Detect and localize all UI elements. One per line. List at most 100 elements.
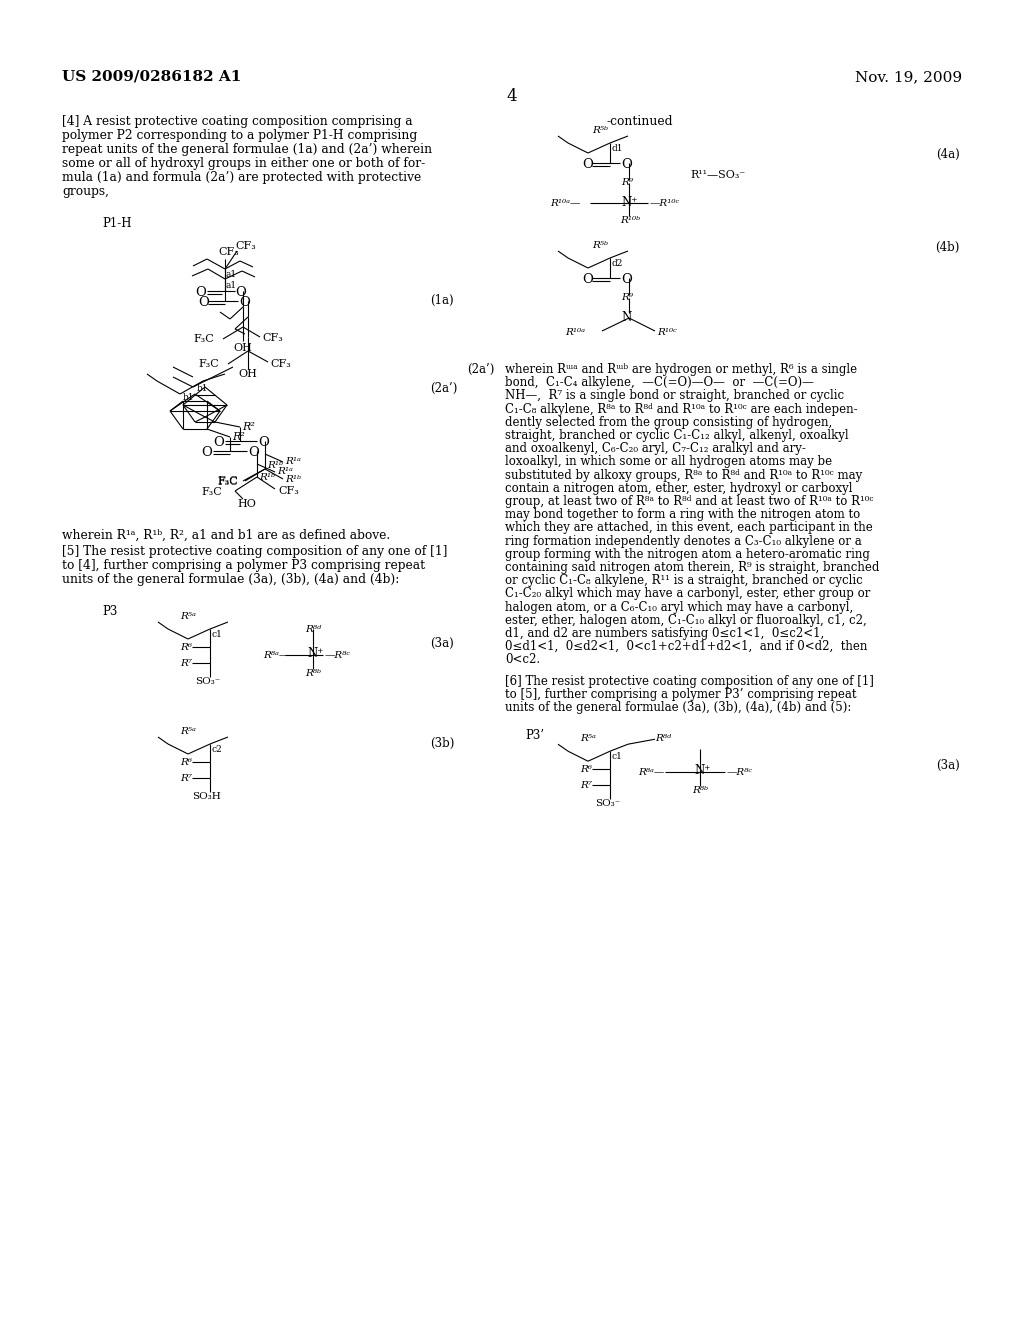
Text: (3b): (3b) [430, 737, 455, 750]
Text: N⁺: N⁺ [694, 764, 711, 777]
Text: R⁸ᵈ: R⁸ᵈ [305, 624, 322, 634]
Text: SO₃H: SO₃H [193, 792, 221, 801]
Text: R¹ᵃ: R¹ᵃ [278, 467, 293, 477]
Text: R⁹: R⁹ [621, 178, 633, 187]
Text: CF₃: CF₃ [270, 359, 291, 370]
Text: (1a): (1a) [430, 294, 454, 308]
Text: some or all of hydroxyl groups in either one or both of for-: some or all of hydroxyl groups in either… [62, 157, 425, 170]
Text: NH—,  R⁷ is a single bond or straight, branched or cyclic: NH—, R⁷ is a single bond or straight, br… [505, 389, 844, 403]
Text: R⁸ᵃ—: R⁸ᵃ— [638, 768, 665, 777]
Text: —R⁸ᶜ: —R⁸ᶜ [727, 768, 753, 777]
Text: R⁸ᵃ—: R⁸ᵃ— [263, 651, 289, 660]
Text: R¹ᵇ: R¹ᵇ [259, 473, 275, 482]
Text: to [5], further comprising a polymer P3’ comprising repeat: to [5], further comprising a polymer P3’… [505, 688, 856, 701]
Text: C₁-C₂₀ alkyl which may have a carbonyl, ester, ether group or: C₁-C₂₀ alkyl which may have a carbonyl, … [505, 587, 870, 601]
Text: O: O [582, 158, 593, 172]
Text: O: O [621, 273, 632, 286]
Text: R¹¹—SO₃⁻: R¹¹—SO₃⁻ [690, 170, 745, 180]
Text: may bond together to form a ring with the nitrogen atom to: may bond together to form a ring with th… [505, 508, 860, 521]
Text: repeat units of the general formulae (1a) and (2a’) wherein: repeat units of the general formulae (1a… [62, 143, 432, 156]
Text: units of the general formulae (3a), (3b), (4a), (4b) and (5):: units of the general formulae (3a), (3b)… [505, 701, 851, 714]
Text: ester, ether, halogen atom, C₁-C₁₀ alkyl or fluoroalkyl, c1, c2,: ester, ether, halogen atom, C₁-C₁₀ alkyl… [505, 614, 866, 627]
Text: F₃C: F₃C [201, 487, 222, 498]
Text: a1: a1 [226, 271, 238, 279]
Text: N⁺: N⁺ [307, 647, 324, 660]
Text: CF₃: CF₃ [218, 247, 239, 257]
Text: O: O [198, 296, 209, 309]
Text: CF₃: CF₃ [262, 333, 283, 343]
Text: halogen atom, or a C₆-C₁₀ aryl which may have a carbonyl,: halogen atom, or a C₆-C₁₀ aryl which may… [505, 601, 853, 614]
Text: O: O [213, 436, 224, 449]
Text: R¹ᵇ: R¹ᵇ [267, 461, 283, 470]
Text: (4b): (4b) [936, 242, 961, 253]
Text: —R⁸ᶜ: —R⁸ᶜ [325, 651, 351, 660]
Text: R²: R² [242, 422, 255, 432]
Text: groups,: groups, [62, 185, 109, 198]
Text: SO₃⁻: SO₃⁻ [195, 677, 220, 686]
Text: F₃C: F₃C [193, 334, 214, 345]
Text: O: O [201, 446, 212, 459]
Text: (2a’): (2a’) [430, 381, 458, 395]
Text: OH: OH [238, 370, 257, 379]
Text: P1-H: P1-H [102, 216, 131, 230]
Text: US 2009/0286182 A1: US 2009/0286182 A1 [62, 70, 242, 84]
Text: O: O [248, 446, 259, 459]
Text: OH: OH [233, 343, 252, 352]
Text: R⁶: R⁶ [580, 766, 592, 775]
Text: R¹ᵃ: R¹ᵃ [285, 457, 301, 466]
Text: (4a): (4a) [936, 148, 961, 161]
Text: d1: d1 [611, 144, 623, 153]
Text: or cyclic C₁-C₈ alkylene, R¹¹ is a straight, branched or cyclic: or cyclic C₁-C₈ alkylene, R¹¹ is a strai… [505, 574, 863, 587]
Text: 0<c2.: 0<c2. [505, 653, 540, 667]
Text: R⁵ᵃ: R⁵ᵃ [180, 727, 196, 737]
Text: polymer P2 corresponding to a polymer P1-H comprising: polymer P2 corresponding to a polymer P1… [62, 129, 417, 143]
Text: O: O [621, 158, 632, 172]
Text: CF₃: CF₃ [234, 242, 256, 251]
Text: R⁹: R⁹ [621, 293, 633, 302]
Text: P3: P3 [102, 605, 118, 618]
Text: which they are attached, in this event, each participant in the: which they are attached, in this event, … [505, 521, 872, 535]
Text: d1, and d2 are numbers satisfying 0≤c1<1,  0≤c2<1,: d1, and d2 are numbers satisfying 0≤c1<1… [505, 627, 824, 640]
Text: (3a): (3a) [430, 638, 454, 649]
Text: 0≤d1<1,  0≤d2<1,  0<c1+c2+d1+d2<1,  and if 0<d2,  then: 0≤d1<1, 0≤d2<1, 0<c1+c2+d1+d2<1, and if … [505, 640, 867, 653]
Text: bond,  C₁-C₄ alkylene,  —C(=O)—O—  or  —C(=O)—: bond, C₁-C₄ alkylene, —C(=O)—O— or —C(=O… [505, 376, 814, 389]
Text: R²: R² [232, 432, 245, 442]
Text: and oxoalkenyl, C₆-C₂₀ aryl, C₇-C₁₂ aralkyl and ary-: and oxoalkenyl, C₆-C₂₀ aryl, C₇-C₁₂ aral… [505, 442, 806, 455]
Text: R⁸ᵈ: R⁸ᵈ [655, 734, 671, 743]
Text: [5] The resist protective coating composition of any one of [1]: [5] The resist protective coating compos… [62, 545, 447, 558]
Text: R⁵ᵃ: R⁵ᵃ [180, 612, 196, 620]
Text: R¹ᵇ: R¹ᵇ [285, 475, 301, 484]
Text: R⁶: R⁶ [180, 758, 193, 767]
Text: O: O [582, 273, 593, 286]
Text: R⁵ᵃ: R⁵ᵃ [580, 734, 596, 743]
Text: b1: b1 [183, 393, 195, 403]
Text: F₃C: F₃C [198, 359, 219, 370]
Text: c2: c2 [211, 744, 222, 754]
Text: 4: 4 [507, 88, 517, 106]
Text: R⁵ᵇ: R⁵ᵇ [592, 242, 608, 249]
Text: R¹⁰ᵃ—: R¹⁰ᵃ— [550, 199, 581, 209]
Text: ring formation independently denotes a C₃-C₁₀ alkylene or a: ring formation independently denotes a C… [505, 535, 862, 548]
Text: R⁶: R⁶ [180, 643, 193, 652]
Text: N: N [621, 312, 631, 323]
Text: CF₃: CF₃ [278, 486, 299, 496]
Text: O: O [239, 296, 250, 309]
Text: O: O [258, 436, 269, 449]
Text: containing said nitrogen atom therein, R⁹ is straight, branched: containing said nitrogen atom therein, R… [505, 561, 880, 574]
Text: R¹⁰ᵃ: R¹⁰ᵃ [565, 327, 585, 337]
Text: d2: d2 [611, 259, 623, 268]
Text: wherein R¹ᵃ, R¹ᵇ, R², a1 and b1 are as defined above.: wherein R¹ᵃ, R¹ᵇ, R², a1 and b1 are as d… [62, 529, 390, 543]
Text: R¹⁰ᵇ: R¹⁰ᵇ [620, 216, 640, 224]
Text: R⁵ᵇ: R⁵ᵇ [592, 125, 608, 135]
Text: [6] The resist protective coating composition of any one of [1]: [6] The resist protective coating compos… [505, 675, 873, 688]
Text: R⁷: R⁷ [580, 781, 592, 791]
Text: —R¹⁰ᶜ: —R¹⁰ᶜ [650, 199, 680, 209]
Text: O: O [234, 286, 246, 300]
Text: R⁷: R⁷ [180, 659, 193, 668]
Text: R⁸ᵇ: R⁸ᵇ [692, 787, 709, 795]
Text: HO: HO [237, 499, 256, 510]
Text: [4] A resist protective coating composition comprising a: [4] A resist protective coating composit… [62, 115, 413, 128]
Text: wherein Rᵚᵃ and Rᵚᵇ are hydrogen or methyl, R⁶ is a single: wherein Rᵚᵃ and Rᵚᵇ are hydrogen or meth… [505, 363, 857, 376]
Text: Nov. 19, 2009: Nov. 19, 2009 [855, 70, 962, 84]
Text: units of the general formulae (3a), (3b), (4a) and (4b):: units of the general formulae (3a), (3b)… [62, 573, 399, 586]
